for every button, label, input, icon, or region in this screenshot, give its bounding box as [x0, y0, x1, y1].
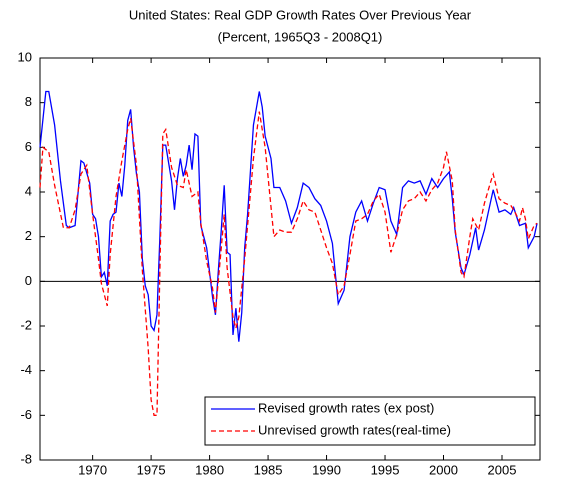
- y-tick-label: 6: [25, 139, 32, 154]
- plot-frame: [39, 57, 541, 461]
- x-tick-label: 1980: [195, 462, 224, 477]
- y-tick-label: -2: [20, 317, 32, 332]
- legend-label: Revised growth rates (ex post): [258, 400, 434, 415]
- x-tick-label: 1995: [371, 462, 400, 477]
- y-tick-label: 2: [25, 228, 32, 243]
- x-tick-label: 1990: [312, 462, 341, 477]
- y-tick-label: 8: [25, 94, 32, 109]
- series-line: [39, 111, 538, 416]
- x-tick-label: 1985: [254, 462, 283, 477]
- y-tick-label: 10: [18, 49, 32, 64]
- y-tick-label: 0: [25, 273, 32, 288]
- legend-label: Unrevised growth rates(real-time): [258, 422, 451, 437]
- x-tick-label: 2000: [429, 462, 458, 477]
- x-tick-label: 1970: [78, 462, 107, 477]
- x-tick-label: 2005: [488, 462, 517, 477]
- y-tick-label: -8: [20, 451, 32, 466]
- chart-subtitle: (Percent, 1965Q3 - 2008Q1): [218, 29, 383, 44]
- legend: [204, 396, 536, 446]
- y-tick-label: -6: [20, 407, 32, 422]
- chart-title: United States: Real GDP Growth Rates Ove…: [129, 7, 472, 22]
- y-tick-label: -4: [20, 362, 32, 377]
- x-tick-label: 1975: [137, 462, 166, 477]
- y-tick-label: 4: [25, 183, 32, 198]
